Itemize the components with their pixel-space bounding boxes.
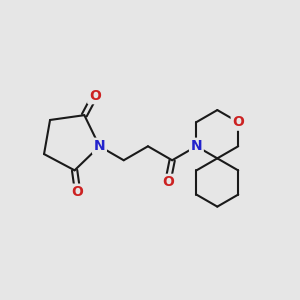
Text: O: O [89, 89, 100, 103]
Text: N: N [190, 139, 202, 153]
Text: N: N [94, 139, 105, 153]
Text: O: O [232, 115, 244, 129]
Text: O: O [162, 175, 174, 189]
Text: O: O [72, 185, 84, 199]
